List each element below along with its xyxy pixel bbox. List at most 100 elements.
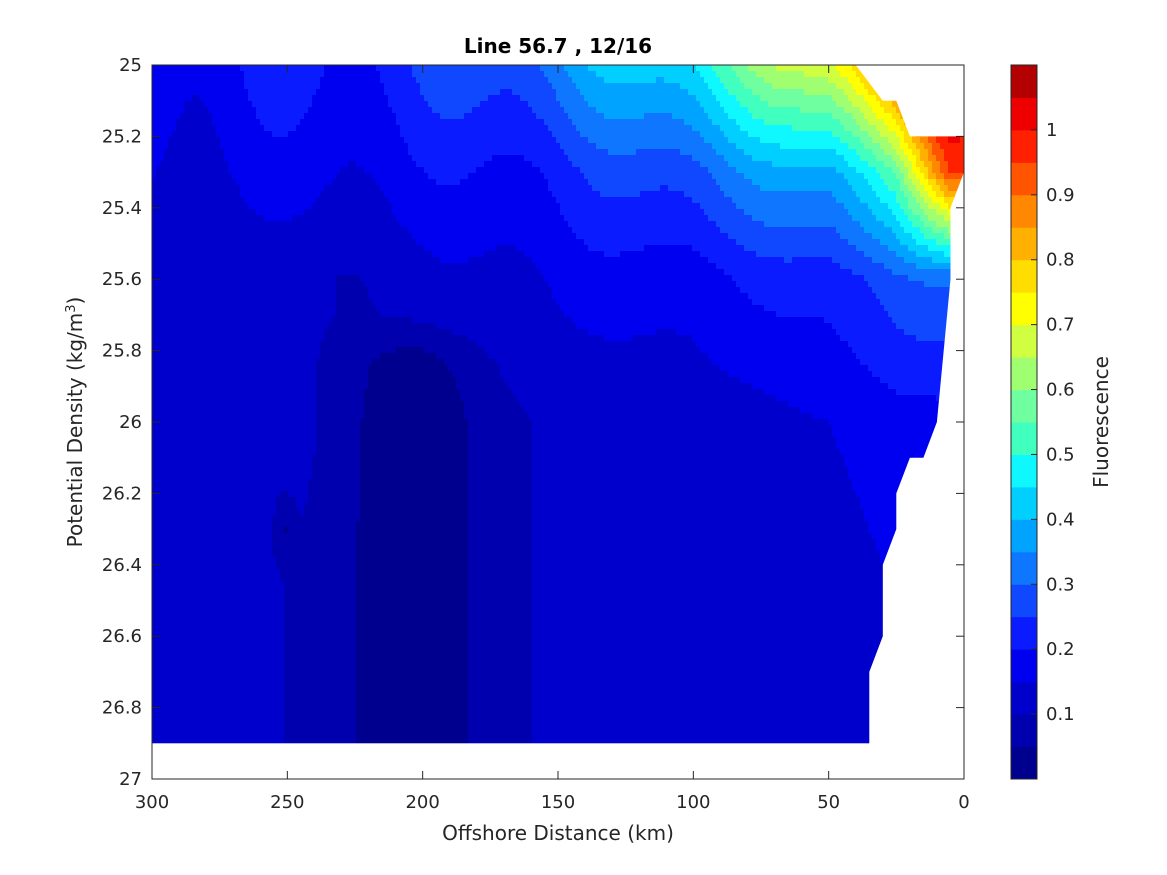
contour-cell [648, 203, 653, 210]
contour-cell [164, 137, 169, 144]
contour-cell [436, 125, 441, 132]
contour-cell [716, 83, 721, 90]
contour-cell [768, 137, 773, 144]
contour-cell [832, 203, 837, 210]
contour-cell [776, 173, 781, 180]
contour-cell [208, 173, 213, 180]
contour-cell [656, 65, 661, 72]
contour-cell [188, 95, 193, 102]
contour-cell [500, 125, 505, 132]
contour-cell [648, 155, 653, 162]
contour-cell [220, 83, 225, 90]
contour-cell [768, 197, 773, 204]
contour-cell [688, 185, 693, 192]
contour-cell [448, 209, 453, 216]
contour-cell [556, 107, 561, 114]
contour-cell [508, 191, 513, 198]
contour-cell [196, 197, 201, 204]
contour-cell [456, 209, 461, 216]
contour-cell [160, 71, 165, 78]
contour-cell [172, 65, 177, 72]
contour-cell [412, 197, 417, 204]
contour-cell [724, 185, 729, 192]
contour-cell [432, 113, 437, 120]
contour-cell [456, 161, 461, 168]
contour-cell [456, 101, 461, 108]
contour-cell [728, 143, 733, 150]
contour-cell [544, 137, 549, 144]
contour-cell [732, 71, 737, 78]
contour-cell [508, 107, 513, 114]
contour-cell [660, 65, 665, 72]
contour-cell [604, 149, 609, 156]
contour-cell [724, 119, 729, 126]
contour-cell [704, 149, 709, 156]
contour-cell [196, 119, 201, 126]
contour-cell [640, 83, 645, 90]
contour-cell [724, 83, 729, 90]
contour-cell [852, 77, 857, 84]
contour-cell [268, 161, 273, 168]
contour-cell [204, 149, 209, 156]
contour-cell [724, 191, 729, 198]
contour-cell [720, 77, 725, 84]
contour-cell [776, 149, 781, 156]
contour-cell [176, 161, 181, 168]
contour-cell [912, 143, 917, 150]
contour-cell [420, 95, 425, 102]
contour-cell [428, 125, 433, 132]
contour-cell [684, 83, 689, 90]
contour-cell [476, 125, 481, 132]
contour-cell [808, 161, 813, 168]
contour-cell [552, 95, 557, 102]
contour-cell [280, 155, 285, 162]
contour-cell [324, 209, 329, 216]
contour-cell [232, 173, 237, 180]
contour-cell [564, 107, 569, 114]
contour-cell [864, 185, 869, 192]
contour-cell [768, 155, 773, 162]
contour-cell [608, 173, 613, 180]
contour-cell [392, 167, 397, 174]
contour-cell [420, 203, 425, 210]
contour-cell [740, 203, 745, 210]
contour-cell [320, 143, 325, 150]
contour-cell [220, 119, 225, 126]
contour-cell [164, 89, 169, 96]
contour-cell [444, 191, 449, 198]
contour-cell [540, 113, 545, 120]
contour-cell [360, 197, 365, 204]
contour-cell [640, 107, 645, 114]
contour-cell [292, 167, 297, 174]
contour-cell [180, 137, 185, 144]
contour-cell [224, 161, 229, 168]
contour-cell [340, 119, 345, 126]
contour-cell [276, 95, 281, 102]
contour-cell [524, 143, 529, 150]
contour-cell [364, 101, 369, 108]
contour-cell [580, 143, 585, 150]
contour-cell [664, 107, 669, 114]
contour-cell [160, 197, 165, 204]
contour-cell [788, 191, 793, 198]
contour-cell [536, 107, 541, 114]
contour-cell [452, 131, 457, 138]
contour-cell [852, 95, 857, 102]
contour-cell [960, 173, 964, 180]
contour-cell [284, 131, 289, 138]
contour-cell [264, 155, 269, 162]
contour-cell [440, 161, 445, 168]
contour-cell [492, 197, 497, 204]
contour-cell [672, 173, 677, 180]
contour-cell [312, 89, 317, 96]
contour-cell [660, 101, 665, 108]
contour-cell [788, 143, 793, 150]
contour-cell [316, 209, 321, 216]
contour-cell [416, 131, 421, 138]
contour-cell [544, 143, 549, 150]
contour-cell [896, 185, 901, 192]
contour-cell [240, 113, 245, 120]
contour-cell [300, 113, 305, 120]
contour-cell [304, 173, 309, 180]
contour-cell [812, 143, 817, 150]
